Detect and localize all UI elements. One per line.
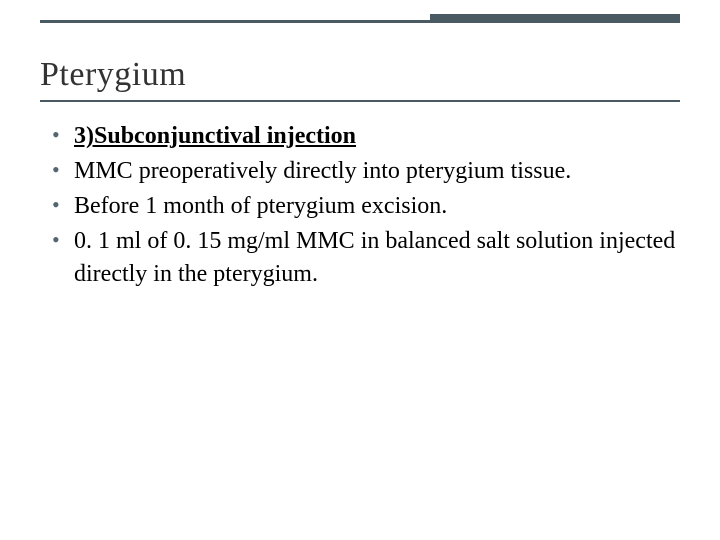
- top-rule-long: [40, 20, 680, 23]
- title-underline-rule: [40, 100, 680, 102]
- bullet-text: MMC preoperatively directly into pterygi…: [74, 158, 571, 184]
- slide-title: Pterygium: [40, 56, 186, 94]
- top-decorative-rule: [0, 14, 720, 30]
- bullet-text: 0. 1 ml of 0. 15 mg/ml MMC in balanced s…: [74, 228, 675, 287]
- bullet-item: MMC preoperatively directly into pterygi…: [46, 155, 680, 188]
- bullet-item: 0. 1 ml of 0. 15 mg/ml MMC in balanced s…: [46, 225, 680, 291]
- slide-body: 3)Subconjunctival injection MMC preopera…: [46, 120, 680, 294]
- bullet-text: Before 1 month of pterygium excision.: [74, 193, 447, 219]
- bullet-text: 3)Subconjunctival injection: [74, 123, 356, 149]
- bullet-list: 3)Subconjunctival injection MMC preopera…: [46, 120, 680, 292]
- bullet-item: Before 1 month of pterygium excision.: [46, 190, 680, 223]
- bullet-item: 3)Subconjunctival injection: [46, 120, 680, 153]
- slide: Pterygium 3)Subconjunctival injection MM…: [0, 0, 720, 540]
